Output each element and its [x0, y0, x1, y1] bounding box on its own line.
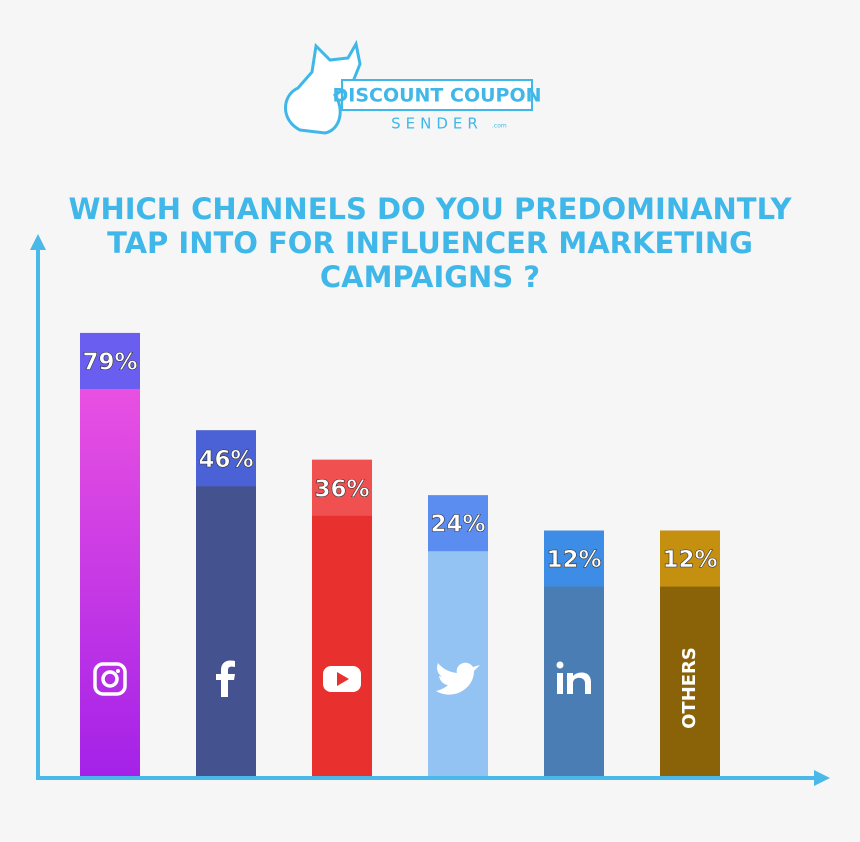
- logo-suffix: .com: [492, 123, 507, 130]
- icon: [101, 670, 119, 688]
- logo: DISCOUNT COUPON SENDER .com: [284, 39, 542, 135]
- value-label: 24%: [430, 512, 485, 538]
- value-label: 12%: [546, 547, 601, 573]
- value-label: 36%: [314, 476, 369, 502]
- value-label: 79%: [82, 349, 137, 375]
- value-label-box: [196, 430, 256, 487]
- icon: [557, 673, 563, 694]
- icon: [567, 672, 591, 694]
- icon: [337, 672, 349, 686]
- logo-frame: [341, 79, 533, 111]
- chart-title: WHICH CHANNELS DO YOU PREDOMINANTLY TAP …: [68, 192, 792, 294]
- value-label-box: [312, 459, 372, 516]
- value-label-box: [544, 530, 604, 587]
- bar: [80, 332, 140, 776]
- value-label-box: [80, 332, 140, 389]
- icon: [436, 662, 480, 695]
- value-label-box: [660, 530, 720, 587]
- axes: [30, 234, 830, 786]
- value-label: 12%: [662, 547, 717, 573]
- bar: [196, 430, 256, 776]
- value-label-box: [428, 495, 488, 552]
- icon: [556, 661, 564, 669]
- logo-tagline: SENDER: [391, 115, 483, 133]
- icon: [216, 660, 235, 697]
- icon: [93, 662, 127, 696]
- value-label: 46%: [198, 447, 253, 473]
- logo-name: DISCOUNT COUPON: [332, 85, 541, 107]
- category-label: OTHERS: [679, 647, 700, 729]
- icon: [116, 669, 120, 673]
